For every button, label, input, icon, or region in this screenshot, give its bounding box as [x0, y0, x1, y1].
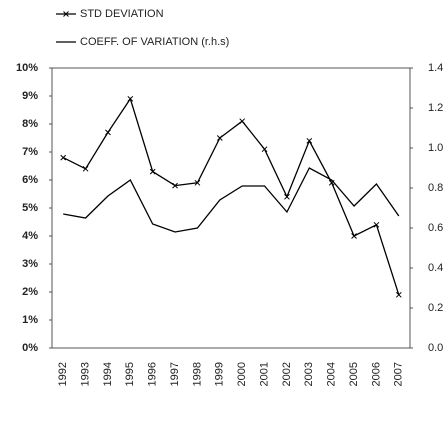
y2-tick-label: 1.4	[428, 62, 443, 74]
point-marker	[194, 179, 201, 186]
legend-label: STD DEVIATION	[80, 8, 164, 20]
legend-label: COEFF. OF VARIATION (r.h.s)	[80, 36, 229, 48]
y-tick-label: 8%	[22, 118, 38, 130]
x-tick-label: 1992	[57, 362, 69, 386]
x-tick-label: 1996	[147, 362, 159, 386]
x-tick-label: 1999	[214, 362, 226, 386]
y-tick-label: 6%	[22, 174, 38, 186]
point-marker	[373, 221, 380, 228]
y-tick-label: 3%	[22, 258, 38, 270]
point-marker	[60, 154, 67, 161]
series-line	[62, 97, 400, 295]
x-tick-label: 2007	[393, 362, 405, 386]
x-tick-label: 2003	[303, 362, 315, 386]
y-tick-label: 9%	[22, 90, 38, 102]
x-tick-label: 1993	[79, 362, 91, 386]
legend-marker	[63, 11, 69, 17]
y-tick-label: 2%	[22, 286, 38, 298]
point-marker	[172, 182, 178, 189]
x-tick-label: 2002	[281, 362, 293, 386]
y-tick-label: 10%	[16, 62, 38, 74]
point-marker	[105, 129, 111, 136]
x-tick-label: 2001	[258, 362, 270, 386]
y2-tick-label: 0.4	[428, 262, 443, 274]
y-tick-label: 1%	[22, 314, 38, 326]
x-tick-label: 1995	[124, 362, 136, 386]
y2-tick-label: 1.2	[428, 102, 443, 114]
x-tick-label: 2004	[326, 362, 338, 386]
plot-frame	[51, 67, 411, 349]
point-marker	[82, 165, 89, 172]
y-tick-label: 4%	[22, 230, 38, 242]
y2-tick-label: 0.2	[428, 302, 443, 314]
point-marker	[127, 95, 134, 102]
x-tick-label: 2006	[370, 362, 382, 386]
y2-tick-label: 0.8	[428, 182, 443, 194]
point-marker	[216, 135, 223, 141]
x-tick-label: 2005	[348, 362, 360, 386]
y-tick-label: 7%	[22, 146, 38, 158]
point-marker	[239, 118, 246, 125]
series-line	[63, 167, 400, 233]
x-tick-label: 1994	[102, 362, 114, 386]
point-marker	[306, 137, 313, 144]
point-marker	[261, 146, 268, 153]
point-marker	[149, 168, 156, 175]
x-tick-label: 1998	[191, 362, 203, 386]
point-marker	[284, 193, 290, 200]
point-marker	[351, 233, 357, 239]
y2-tick-label: 0.0	[428, 342, 443, 354]
y2-tick-label: 1.0	[428, 142, 443, 154]
point-marker	[395, 291, 402, 298]
y-tick-label: 5%	[22, 202, 38, 214]
y-tick-label: 0%	[22, 342, 38, 354]
y2-tick-label: 0.6	[428, 222, 443, 234]
x-tick-label: 2000	[236, 362, 248, 386]
x-tick-label: 1997	[169, 362, 181, 386]
